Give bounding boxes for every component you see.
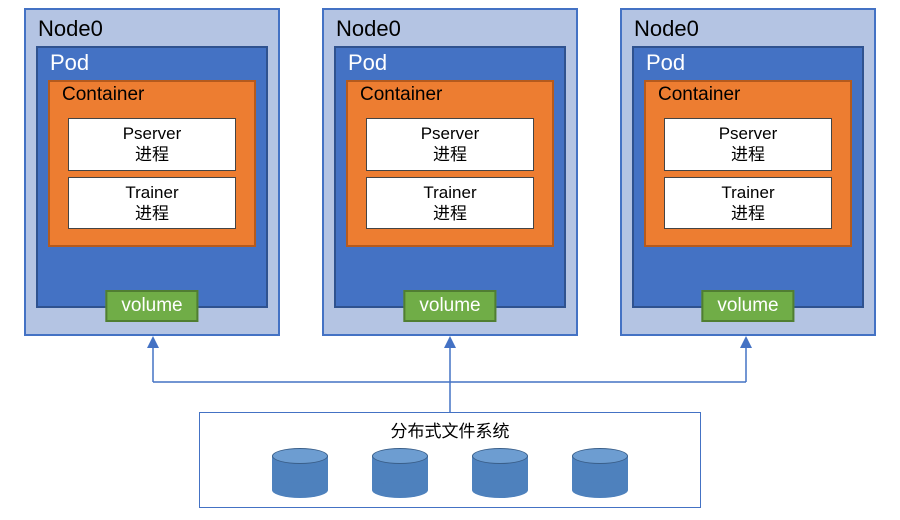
process-name: Trainer <box>367 182 533 203</box>
container-title: Container <box>358 84 542 112</box>
process-pserver: Pserver 进程 <box>366 118 534 171</box>
pod-title: Pod <box>48 50 256 80</box>
process-name: Trainer <box>69 182 235 203</box>
process-trainer: Trainer 进程 <box>68 177 236 230</box>
storage-cylinder-icon <box>272 448 328 496</box>
volume-badge: volume <box>701 290 794 322</box>
process-name: Pserver <box>367 123 533 144</box>
container-title: Container <box>656 84 840 112</box>
filesystem-box: 分布式文件系统 <box>199 412 701 508</box>
process-trainer: Trainer 进程 <box>366 177 534 230</box>
process-sub: 进程 <box>367 203 533 224</box>
container-2: Container Pserver 进程 Trainer 进程 <box>644 80 852 247</box>
pod-0: Pod Container Pserver 进程 Trainer 进程 volu… <box>36 46 268 308</box>
container-title: Container <box>60 84 244 112</box>
pod-2: Pod Container Pserver 进程 Trainer 进程 volu… <box>632 46 864 308</box>
process-name: Trainer <box>665 182 831 203</box>
process-pserver: Pserver 进程 <box>664 118 832 171</box>
process-sub: 进程 <box>69 203 235 224</box>
node-2: Node0 Pod Container Pserver 进程 Trainer 进… <box>620 8 876 336</box>
filesystem-label: 分布式文件系统 <box>200 413 700 442</box>
nodes-row: Node0 Pod Container Pserver 进程 Trainer 进… <box>0 0 900 336</box>
container-0: Container Pserver 进程 Trainer 进程 <box>48 80 256 247</box>
process-sub: 进程 <box>665 144 831 165</box>
storage-cylinder-icon <box>472 448 528 496</box>
process-sub: 进程 <box>367 144 533 165</box>
cylinders-row <box>200 442 700 496</box>
process-trainer: Trainer 进程 <box>664 177 832 230</box>
container-1: Container Pserver 进程 Trainer 进程 <box>346 80 554 247</box>
node-title: Node0 <box>632 14 864 46</box>
pod-title: Pod <box>644 50 852 80</box>
pod-1: Pod Container Pserver 进程 Trainer 进程 volu… <box>334 46 566 308</box>
storage-cylinder-icon <box>372 448 428 496</box>
process-name: Pserver <box>665 123 831 144</box>
node-title: Node0 <box>36 14 268 46</box>
process-sub: 进程 <box>69 144 235 165</box>
node-title: Node0 <box>334 14 566 46</box>
storage-cylinder-icon <box>572 448 628 496</box>
process-name: Pserver <box>69 123 235 144</box>
process-pserver: Pserver 进程 <box>68 118 236 171</box>
volume-badge: volume <box>105 290 198 322</box>
pod-title: Pod <box>346 50 554 80</box>
volume-badge: volume <box>403 290 496 322</box>
process-sub: 进程 <box>665 203 831 224</box>
node-0: Node0 Pod Container Pserver 进程 Trainer 进… <box>24 8 280 336</box>
node-1: Node0 Pod Container Pserver 进程 Trainer 进… <box>322 8 578 336</box>
